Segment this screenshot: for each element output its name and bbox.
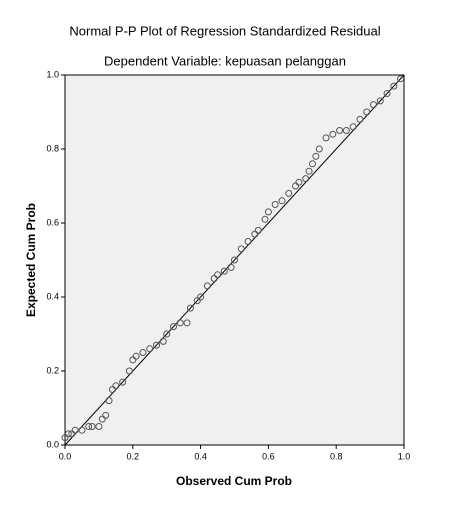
y-tick-label: 0.4 bbox=[46, 291, 59, 301]
point bbox=[163, 330, 171, 338]
point bbox=[105, 397, 113, 405]
point bbox=[139, 349, 147, 356]
point bbox=[64, 430, 72, 438]
point bbox=[305, 167, 313, 175]
point bbox=[315, 145, 323, 153]
point bbox=[356, 115, 364, 123]
point bbox=[285, 189, 293, 197]
point bbox=[78, 426, 86, 434]
point bbox=[322, 134, 330, 142]
point bbox=[102, 411, 110, 419]
y-tick-label: 0.6 bbox=[46, 217, 59, 227]
point bbox=[85, 423, 93, 430]
point bbox=[88, 423, 96, 430]
point bbox=[329, 130, 337, 138]
point bbox=[169, 323, 177, 331]
point bbox=[308, 160, 316, 168]
point bbox=[244, 238, 252, 245]
point bbox=[302, 175, 310, 183]
point bbox=[312, 152, 320, 160]
point bbox=[237, 245, 245, 253]
x-tick-label: 0.0 bbox=[59, 451, 72, 461]
point bbox=[220, 267, 228, 275]
point bbox=[390, 82, 398, 90]
chart-subtitle: Dependent Variable: kepuasan pelanggan bbox=[104, 53, 346, 68]
point bbox=[363, 108, 371, 116]
y-tick-label: 0.0 bbox=[46, 439, 59, 449]
point bbox=[278, 197, 286, 205]
x-tick-label: 0.8 bbox=[330, 451, 343, 461]
point bbox=[95, 423, 103, 430]
point bbox=[197, 293, 205, 301]
point bbox=[132, 352, 140, 360]
point bbox=[186, 304, 194, 312]
x-tick-label: 1.0 bbox=[398, 451, 411, 461]
point bbox=[271, 201, 279, 208]
x-tick-label: 0.4 bbox=[194, 451, 207, 461]
point bbox=[397, 75, 405, 83]
y-tick-label: 1.0 bbox=[46, 69, 59, 79]
point bbox=[146, 345, 154, 353]
point bbox=[176, 319, 184, 327]
point bbox=[261, 215, 269, 223]
y-axis-label: Expected Cum Prob bbox=[24, 203, 38, 317]
point bbox=[227, 263, 235, 271]
point bbox=[119, 378, 127, 386]
point bbox=[183, 319, 191, 327]
point bbox=[264, 208, 272, 216]
point bbox=[159, 337, 167, 345]
x-axis-label: Observed Cum Prob bbox=[176, 474, 292, 488]
point bbox=[295, 178, 303, 186]
point bbox=[125, 367, 133, 375]
x-tick-label: 0.6 bbox=[262, 451, 275, 461]
point bbox=[349, 123, 357, 131]
y-tick-label: 0.8 bbox=[46, 143, 59, 153]
point bbox=[376, 97, 384, 105]
point bbox=[214, 271, 222, 279]
y-tick-label: 0.2 bbox=[46, 365, 59, 375]
reference-line bbox=[64, 74, 405, 446]
point bbox=[342, 127, 350, 134]
point bbox=[254, 226, 262, 234]
point bbox=[336, 127, 344, 134]
point bbox=[112, 382, 120, 390]
point bbox=[203, 282, 211, 290]
point bbox=[231, 256, 238, 264]
x-tick-label: 0.2 bbox=[127, 451, 140, 461]
point bbox=[71, 426, 79, 434]
point bbox=[153, 341, 161, 349]
point bbox=[369, 101, 377, 109]
point bbox=[383, 90, 391, 97]
chart-title: Normal P-P Plot of Regression Standardiz… bbox=[69, 23, 380, 38]
